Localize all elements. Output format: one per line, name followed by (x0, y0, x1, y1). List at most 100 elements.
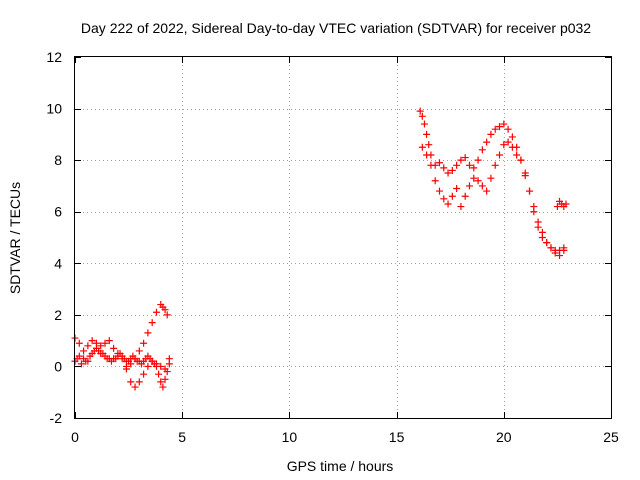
data-point (97, 342, 105, 350)
axis-ticks: 0 5 10 15 20 25 -2 0 2 4 6 8 10 12 (46, 49, 619, 445)
data-point (418, 112, 426, 120)
data-point (461, 154, 469, 162)
data-point (453, 161, 461, 169)
data-point (457, 203, 465, 211)
data-point (478, 182, 486, 190)
data-point (553, 203, 561, 211)
series-track-a-low (71, 344, 173, 391)
data-point (534, 223, 542, 231)
data-point (461, 192, 469, 200)
data-point (526, 187, 534, 195)
data-point (114, 350, 122, 358)
y-axis-label: SDTVAR / TECUs (7, 182, 23, 294)
x-axis-label: GPS time / hours (287, 458, 394, 474)
data-point (161, 306, 169, 314)
y-tick-label: 2 (54, 307, 62, 323)
data-point (551, 249, 559, 257)
data-point (101, 339, 109, 347)
y-tick-label: 0 (54, 358, 62, 374)
data-point (135, 378, 143, 386)
data-point (161, 365, 169, 373)
data-point (517, 156, 525, 164)
data-point (165, 355, 173, 363)
data-point (84, 357, 92, 365)
data-point (127, 360, 135, 368)
data-point (444, 200, 452, 208)
y-tick-label: 4 (54, 255, 62, 271)
data-point (470, 164, 478, 172)
data-point (440, 164, 448, 172)
data-point (453, 185, 461, 193)
data-point (435, 159, 443, 167)
x-tick-label: 0 (71, 429, 79, 445)
data-point (508, 133, 516, 141)
grid (75, 57, 611, 418)
data-point (144, 329, 152, 337)
data-point (427, 161, 435, 169)
data-point (122, 362, 130, 370)
data-point (163, 311, 171, 319)
data-point (118, 355, 126, 363)
data-point (538, 234, 546, 241)
data-point (470, 174, 478, 182)
data-point (418, 143, 426, 151)
y-tick-label: -2 (50, 410, 63, 426)
data-point (508, 143, 516, 151)
data-point (148, 357, 156, 365)
data-point (140, 339, 148, 347)
data-point (416, 107, 424, 115)
data-point (465, 182, 473, 190)
data-point (105, 337, 113, 345)
data-point (92, 339, 100, 347)
data-point (556, 252, 564, 260)
data-point (152, 360, 160, 368)
data-point (152, 308, 160, 316)
data-point (161, 375, 169, 383)
x-tick-label: 5 (178, 429, 186, 445)
data-point (496, 151, 504, 159)
data-point (425, 141, 433, 149)
data-point (80, 347, 88, 355)
data-point (75, 339, 83, 347)
data-point (487, 174, 495, 182)
data-point (504, 125, 512, 133)
x-tick-label: 15 (389, 429, 405, 445)
data-point (435, 187, 443, 195)
data-point (420, 120, 428, 128)
data-point (474, 177, 482, 185)
x-tick-label: 25 (603, 429, 619, 445)
data-point (513, 151, 521, 159)
y-tick-label: 12 (46, 49, 62, 65)
data-point (135, 347, 143, 355)
data-point (444, 169, 452, 177)
data-point (157, 362, 165, 370)
data-point (491, 161, 499, 169)
data-point (440, 195, 448, 203)
series-track-b-upper (416, 107, 568, 254)
data-point (155, 370, 163, 378)
data-point (75, 352, 83, 360)
data-point (148, 319, 156, 327)
plot-frame (74, 56, 612, 419)
data-point (159, 383, 167, 391)
data-point (547, 244, 555, 252)
data-point (500, 120, 508, 128)
data-point (131, 383, 139, 391)
series-track-a-rise (122, 301, 171, 370)
data-point (131, 355, 139, 363)
data-point (500, 141, 508, 149)
data-point (457, 156, 465, 164)
y-tick-label: 8 (54, 152, 62, 168)
x-tick-label: 10 (282, 429, 298, 445)
y-tick-label: 6 (54, 204, 62, 220)
data-point (521, 169, 529, 177)
data-point (496, 123, 504, 131)
data-point (543, 239, 551, 247)
data-point (474, 156, 482, 164)
data-point (77, 360, 85, 368)
data-point (491, 125, 499, 133)
data-point (127, 378, 135, 386)
data-point (487, 130, 495, 138)
series-track-b-tail (553, 197, 570, 211)
